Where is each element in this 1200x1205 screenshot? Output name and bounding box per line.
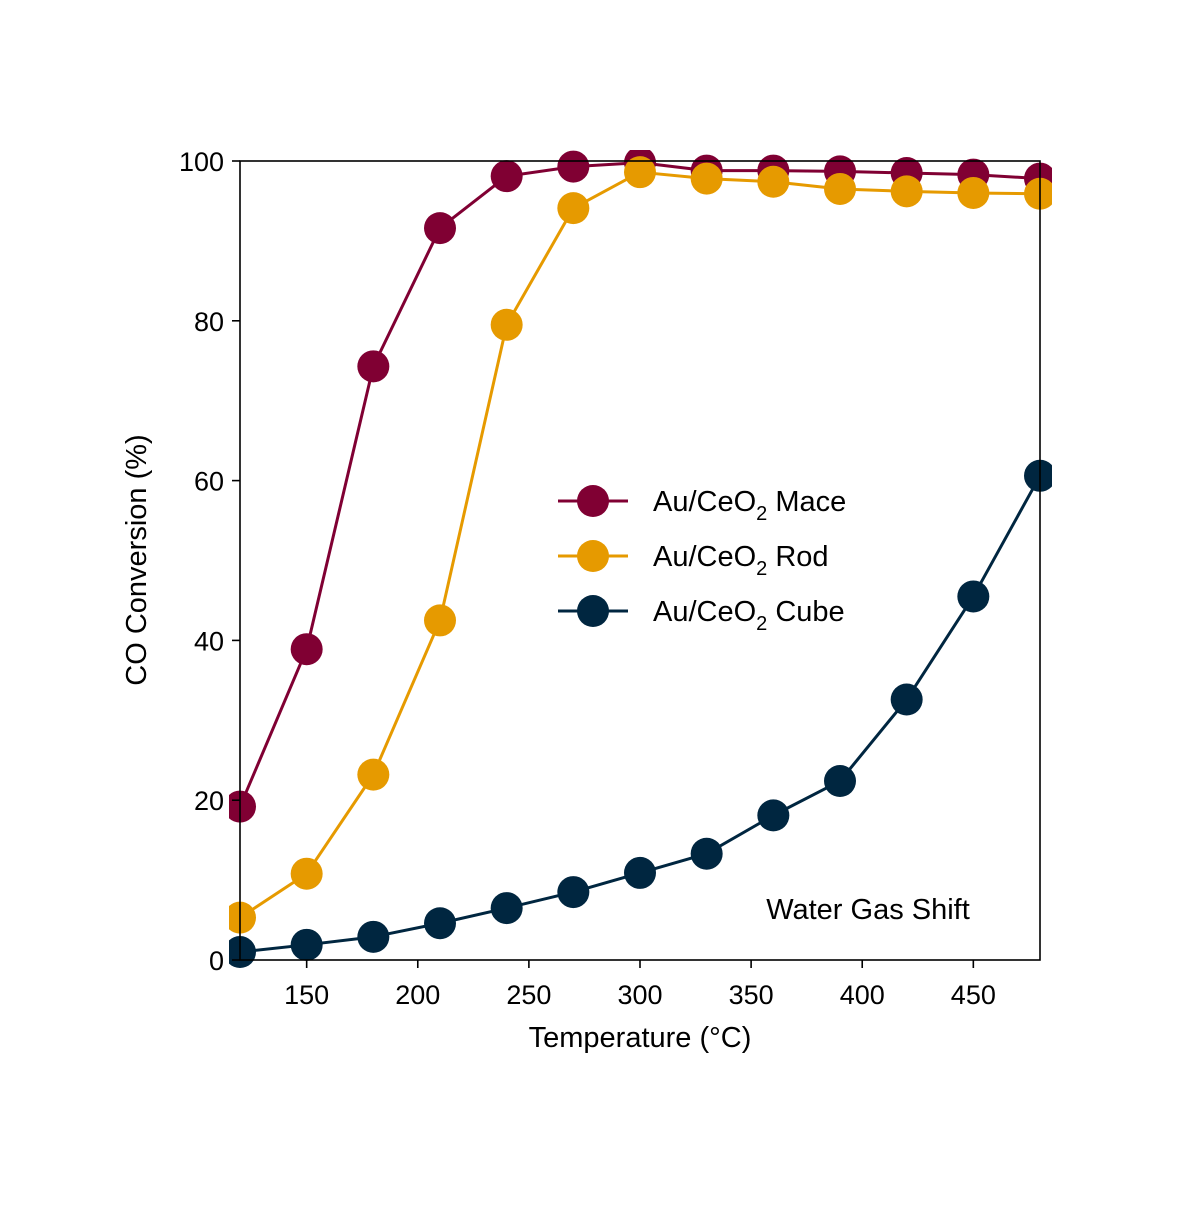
x-axis: 150 200 250 300 350 400 450 <box>284 960 996 1010</box>
x-tick-label: 450 <box>951 980 996 1010</box>
x-tick-label: 250 <box>506 980 551 1010</box>
x-tick-label: 150 <box>284 980 329 1010</box>
legend-label-main: Au/CeO <box>653 541 756 573</box>
series-line-0 <box>238 161 1041 808</box>
x-tick-label: 400 <box>840 980 885 1010</box>
y-axis: 0 20 40 60 80 100 <box>179 147 240 976</box>
data-point <box>357 758 390 791</box>
y-tick-label: 0 <box>209 946 224 976</box>
series-line-1 <box>239 170 1041 919</box>
legend-marker <box>577 540 609 572</box>
x-axis-title: Temperature (°C) <box>529 1022 752 1054</box>
y-tick-label: 80 <box>194 307 224 337</box>
data-point <box>229 901 256 934</box>
legend-label: Au/CeO2 Rod <box>653 541 829 580</box>
data-point <box>424 907 456 940</box>
y-tick-label: 60 <box>194 467 224 497</box>
data-point <box>824 765 856 798</box>
data-point <box>357 920 390 953</box>
data-point <box>290 857 323 890</box>
data-point <box>290 633 323 666</box>
data-point <box>690 837 723 870</box>
data-point <box>557 876 590 909</box>
legend-label-main: Au/CeO <box>653 596 756 628</box>
x-tick-label: 300 <box>617 980 662 1010</box>
legend-marker <box>577 595 609 627</box>
data-point <box>624 156 656 189</box>
data-point <box>824 172 856 205</box>
legend-label-subscript: 2 <box>756 503 767 525</box>
data-point <box>357 350 390 383</box>
data-point <box>757 165 790 198</box>
data-point <box>490 308 523 341</box>
plot-frame <box>239 160 1041 961</box>
legend-label-subscript: 2 <box>756 558 767 580</box>
legend-label: Au/CeO2 Mace <box>653 486 846 525</box>
data-point <box>1024 177 1052 210</box>
y-tick-label: 100 <box>179 147 224 177</box>
data-point <box>1024 459 1052 492</box>
data-point <box>557 192 590 225</box>
legend-item-0: Au/CeO2 Mace <box>558 485 846 525</box>
data-point <box>957 580 990 613</box>
legend-label-main: Au/CeO <box>653 486 756 518</box>
series-layer <box>229 150 1052 969</box>
data-point <box>290 928 323 961</box>
data-point <box>490 892 523 925</box>
y-tick-label: 40 <box>194 626 224 656</box>
legend-marker <box>577 485 609 517</box>
legend-label-suffix: Mace <box>767 486 846 518</box>
data-point <box>890 683 923 716</box>
data-point <box>557 150 590 183</box>
data-point <box>490 160 523 193</box>
data-point <box>229 790 256 823</box>
data-point <box>757 799 790 832</box>
data-point <box>424 604 456 637</box>
legend-item-1: Au/CeO2 Rod <box>558 540 829 580</box>
annotation-label: Water Gas Shift <box>766 894 970 926</box>
legend-label-suffix: Cube <box>767 596 844 628</box>
data-point <box>690 162 723 195</box>
legend-item-2: Au/CeO2 Cube <box>558 595 845 635</box>
data-point <box>624 856 656 889</box>
legend-label-subscript: 2 <box>756 613 767 635</box>
y-tick-label: 20 <box>194 786 224 816</box>
y-axis-title: CO Conversion (%) <box>121 434 153 685</box>
legend-label: Au/CeO2 Cube <box>653 596 845 635</box>
data-point <box>424 212 456 245</box>
data-point <box>957 176 990 209</box>
x-tick-label: 200 <box>395 980 440 1010</box>
legend-label-suffix: Rod <box>767 541 828 573</box>
data-point <box>890 175 923 208</box>
x-tick-label: 350 <box>729 980 774 1010</box>
